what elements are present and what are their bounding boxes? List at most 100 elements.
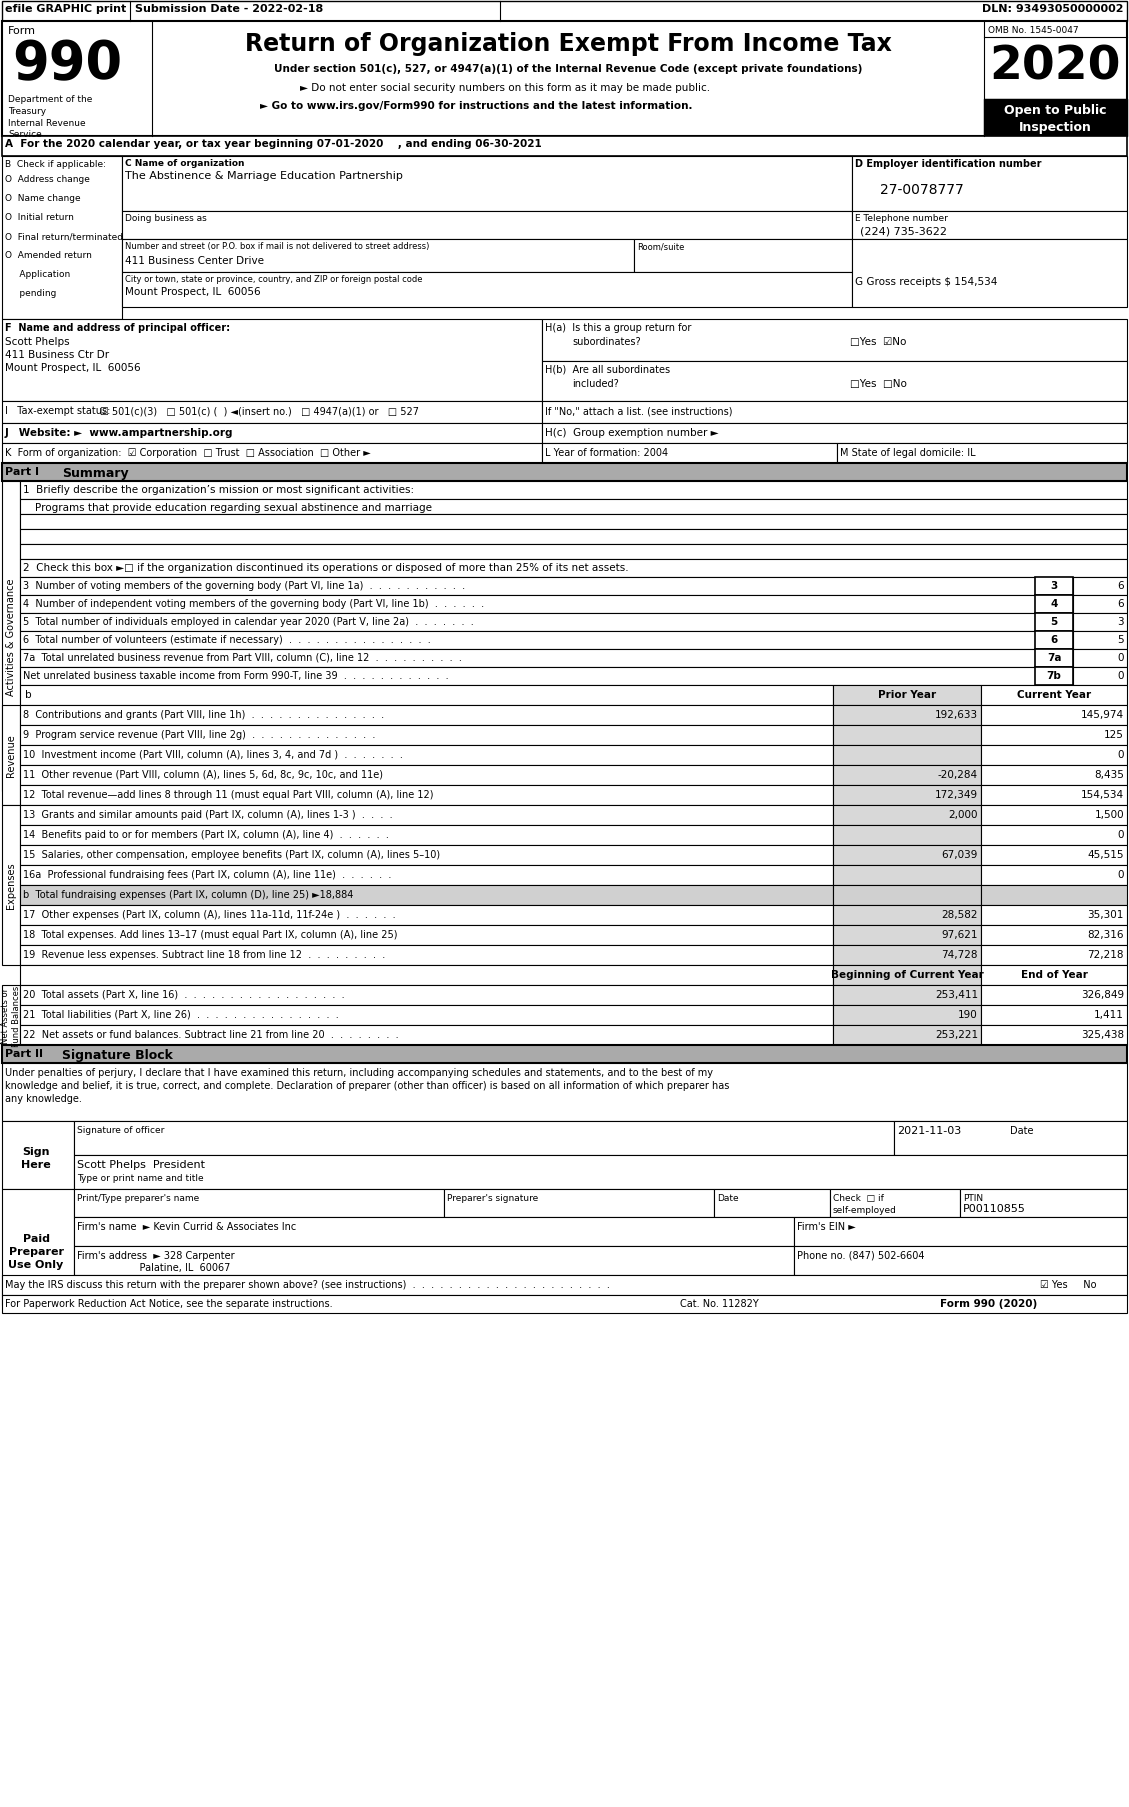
Bar [2,464,1127,482]
Text: Print/Type preparer's name: Print/Type preparer's name [77,1193,199,1202]
Bar [981,965,1127,985]
Text: Palatine, IL  60067: Palatine, IL 60067 [77,1263,230,1272]
Text: Beginning of Current Year: Beginning of Current Year [831,970,983,979]
Bar [20,544,1127,560]
Text: O  Name change: O Name change [5,193,80,202]
Text: L Year of formation: 2004: L Year of formation: 2004 [545,448,668,457]
Bar [1035,614,1073,632]
Text: □Yes  □No: □Yes □No [850,379,907,389]
Text: 1,411: 1,411 [1094,1010,1124,1019]
Text: 2  Check this box ►□ if the organization discontinued its operations or disposed: 2 Check this box ►□ if the organization … [23,562,629,573]
Text: Return of Organization Exempt From Income Tax: Return of Organization Exempt From Incom… [245,33,892,56]
Text: H(b)  Are all subordinates: H(b) Are all subordinates [545,365,671,374]
Bar [981,746,1127,766]
Text: 67,039: 67,039 [942,849,978,860]
Bar [794,1247,1127,1276]
Text: ☑ 501(c)(3)   □ 501(c) (  ) ◄(insert no.)   □ 4947(a)(1) or   □ 527: ☑ 501(c)(3) □ 501(c) ( ) ◄(insert no.) □… [100,407,419,416]
Text: Net unrelated business taxable income from Form 990-T, line 39  .  .  .  .  .  .: Net unrelated business taxable income fr… [23,670,448,681]
Text: 1  Briefly describe the organization’s mission or most significant activities:: 1 Briefly describe the organization’s mi… [23,484,414,495]
Bar [981,806,1127,826]
Text: Under section 501(c), 527, or 4947(a)(1) of the Internal Revenue Code (except pr: Under section 501(c), 527, or 4947(a)(1)… [274,63,863,74]
Bar [20,806,833,826]
Text: End of Year: End of Year [1021,970,1087,979]
Text: Part I: Part I [5,466,40,477]
Bar [20,826,833,846]
Text: 8  Contributions and grants (Part VIII, line 1h)  .  .  .  .  .  .  .  .  .  .  : 8 Contributions and grants (Part VIII, l… [23,710,384,719]
Text: OMB No. 1545-0047: OMB No. 1545-0047 [988,25,1078,34]
Bar [2,985,20,1055]
Bar [981,945,1127,965]
Bar [837,445,1127,464]
Bar [1073,632,1127,651]
Text: 0: 0 [1118,829,1124,840]
Bar [20,985,833,1005]
Text: May the IRS discuss this return with the preparer shown above? (see instructions: May the IRS discuss this return with the… [5,1279,610,1288]
Bar [2,137,1127,157]
Text: Firm's name  ► Kevin Currid & Associates Inc: Firm's name ► Kevin Currid & Associates … [77,1222,296,1231]
Text: 0: 0 [1118,750,1124,759]
Bar [20,529,1127,544]
Text: 0: 0 [1118,869,1124,880]
Bar [20,685,833,705]
Bar [2,425,542,445]
Text: Cat. No. 11282Y: Cat. No. 11282Y [680,1297,759,1308]
Text: O  Initial return: O Initial return [5,213,73,222]
Text: D Employer identification number: D Employer identification number [855,159,1041,168]
Text: Mount Prospect, IL  60056: Mount Prospect, IL 60056 [125,287,261,296]
Bar [852,211,1127,240]
Bar [1035,578,1073,596]
Text: F  Name and address of principal officer:: F Name and address of principal officer: [5,323,230,332]
Bar [1073,651,1127,667]
Text: Under penalties of perjury, I declare that I have examined this return, includin: Under penalties of perjury, I declare th… [5,1068,729,1104]
Bar [2,806,20,965]
Text: Type or print name and title: Type or print name and title [77,1173,203,1182]
Bar [981,925,1127,945]
Bar [20,578,1035,596]
Text: 97,621: 97,621 [942,929,978,940]
Bar [833,925,981,945]
Text: 5: 5 [1118,634,1124,645]
Bar [833,806,981,826]
Bar [981,866,1127,885]
Bar [20,614,1035,632]
Bar [634,240,852,273]
Text: Room/suite: Room/suite [637,242,684,251]
Bar [20,786,833,806]
Bar [833,726,981,746]
Bar [852,240,1127,307]
Text: 27-0078777: 27-0078777 [879,183,964,197]
Text: Phone no. (847) 502-6604: Phone no. (847) 502-6604 [797,1250,925,1259]
Bar [1073,578,1127,596]
Text: 325,438: 325,438 [1080,1030,1124,1039]
Bar [542,401,1127,425]
Text: Number and street (or P.O. box if mail is not delivered to street address): Number and street (or P.O. box if mail i… [125,242,429,251]
Text: 6: 6 [1050,634,1058,645]
Text: A  For the 2020 calendar year, or tax year beginning 07-01-2020    , and ending : A For the 2020 calendar year, or tax yea… [5,139,542,148]
Bar [1073,667,1127,685]
Bar [1035,651,1073,667]
Bar [833,945,981,965]
Bar [833,685,981,705]
Text: 7a: 7a [1047,652,1061,663]
Bar [981,786,1127,806]
Text: 3: 3 [1050,580,1058,591]
Bar [20,667,1035,685]
Text: b: b [25,690,32,699]
Bar [2,1046,1127,1063]
Text: 10  Investment income (Part VIII, column (A), lines 3, 4, and 7d )  .  .  .  .  : 10 Investment income (Part VIII, column … [23,750,403,759]
Text: K  Form of organization:  ☑ Corporation  □ Trust  □ Association  □ Other ►: K Form of organization: ☑ Corporation □ … [5,448,370,457]
Text: 7b: 7b [1047,670,1061,681]
Bar [981,1025,1127,1046]
Text: 6: 6 [1118,580,1124,591]
Text: 15  Salaries, other compensation, employee benefits (Part IX, column (A), lines : 15 Salaries, other compensation, employe… [23,849,440,860]
Text: City or town, state or province, country, and ZIP or foreign postal code: City or town, state or province, country… [125,275,422,284]
Bar [122,211,852,240]
Text: 3  Number of voting members of the governing body (Part VI, line 1a)  .  .  .  .: 3 Number of voting members of the govern… [23,580,465,591]
Bar [20,515,1127,529]
Text: 16a  Professional fundraising fees (Part IX, column (A), line 11e)  .  .  .  .  : 16a Professional fundraising fees (Part … [23,869,392,880]
Text: ☑ Yes     No: ☑ Yes No [1040,1279,1096,1288]
Text: -20,284: -20,284 [938,770,978,779]
Bar [20,632,1035,651]
Bar [542,445,837,464]
Bar [2,1296,1127,1314]
